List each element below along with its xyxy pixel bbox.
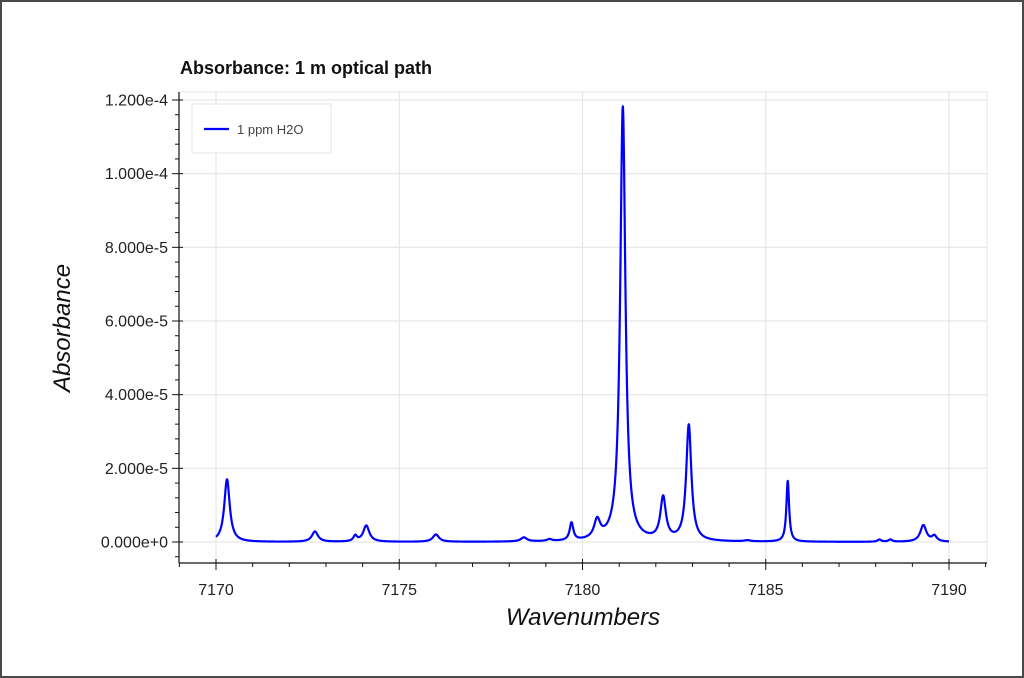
y-tick-label: 1.000e-4 xyxy=(105,166,168,183)
x-tick-label: 7185 xyxy=(748,582,784,599)
x-tick-label: 7175 xyxy=(381,582,417,599)
grid-lines xyxy=(179,92,987,563)
y-tick-label: 1.200e-4 xyxy=(105,93,168,110)
x-axis-title: Wavenumbers xyxy=(506,604,660,631)
y-tick-label: 0.000e+0 xyxy=(101,535,168,552)
chart-title: Absorbance: 1 m optical path xyxy=(180,58,433,78)
legend-label: 1 ppm H2O xyxy=(237,122,303,137)
x-tick-label: 7190 xyxy=(931,582,967,599)
axes: 0.000e+0 2.000e-5 4.000e-5 6.000e-5 8.000e-5… xyxy=(101,92,987,599)
legend: 1 ppm H2O xyxy=(191,103,332,154)
x-tick-label: 7180 xyxy=(565,582,601,599)
x-tick-label: 7170 xyxy=(198,582,234,599)
y-tick-label: 8.000e-5 xyxy=(105,240,168,257)
y-tick-label: 2.000e-5 xyxy=(105,461,168,478)
y-tick-label: 6.000e-5 xyxy=(105,314,168,331)
y-axis-title: Absorbance xyxy=(49,264,76,394)
series-line-1ppm-h2o xyxy=(215,105,950,543)
y-tick-label: 4.000e-5 xyxy=(105,387,168,404)
